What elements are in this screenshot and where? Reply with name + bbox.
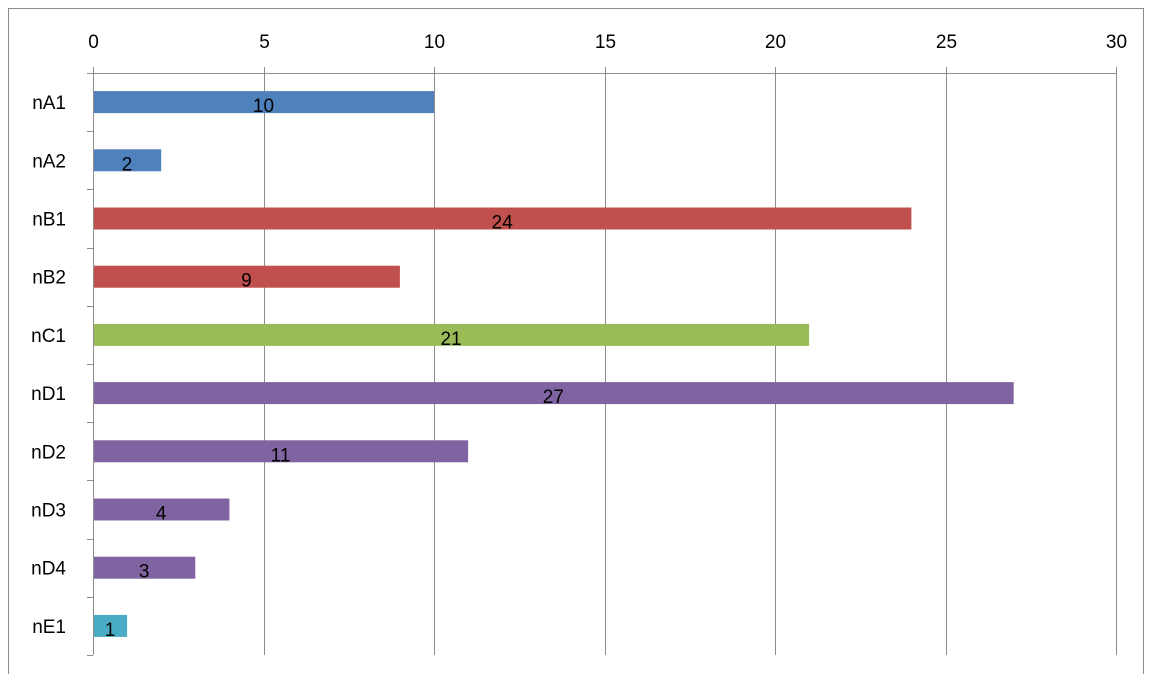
category-label: nB1 xyxy=(32,210,66,231)
data-label: 11 xyxy=(271,445,291,466)
category-label: nA2 xyxy=(32,151,66,172)
category-label: nD3 xyxy=(31,501,66,522)
data-label: 10 xyxy=(253,96,274,117)
bar-nD4 xyxy=(94,556,196,579)
bar-nD3 xyxy=(94,498,230,521)
category-label: nC1 xyxy=(31,326,66,347)
data-label: 2 xyxy=(122,154,133,175)
bar-nD2 xyxy=(94,440,469,463)
x-tick-label: 30 xyxy=(1106,32,1127,53)
bar-nA2 xyxy=(94,149,162,172)
data-label: 3 xyxy=(139,562,150,583)
chart-frame xyxy=(8,8,1144,674)
category-label: nD4 xyxy=(31,559,66,580)
x-tick-label: 15 xyxy=(595,32,616,53)
data-label: 1 xyxy=(105,620,116,641)
x-tick-label: 0 xyxy=(88,32,99,53)
data-label: 24 xyxy=(492,213,514,234)
data-label: 27 xyxy=(543,387,564,408)
bar-nE1 xyxy=(94,614,128,637)
category-label: nD2 xyxy=(31,442,66,463)
data-label: 4 xyxy=(156,504,167,525)
bar-nD1 xyxy=(94,382,1014,405)
category-label: nE1 xyxy=(32,617,66,638)
bar-nB1 xyxy=(94,207,912,230)
data-label: 21 xyxy=(440,329,461,350)
x-tick-label: 20 xyxy=(765,32,786,53)
bar-nB2 xyxy=(94,265,400,288)
category-label: nA1 xyxy=(32,93,66,114)
category-label: nD1 xyxy=(31,384,66,405)
category-label: nB2 xyxy=(32,268,66,289)
bar-nA1 xyxy=(94,91,434,114)
bar-nC1 xyxy=(94,323,810,346)
x-tick-label: 10 xyxy=(424,32,445,53)
x-tick-label: 5 xyxy=(259,32,270,53)
x-tick-label: 25 xyxy=(936,32,957,53)
data-label: 9 xyxy=(241,271,252,292)
